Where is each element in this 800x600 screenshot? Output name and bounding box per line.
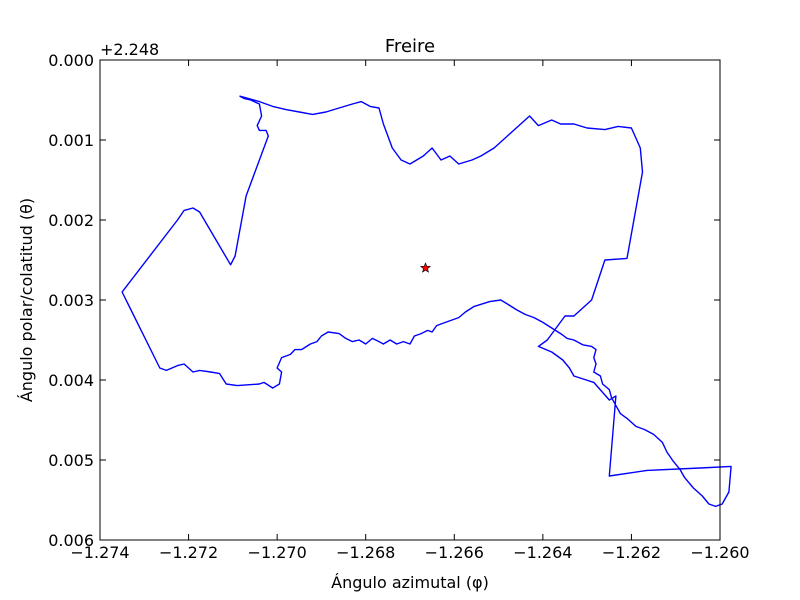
y-tick-label: 0.005 [48,451,94,470]
plot-area [121,95,732,508]
chart-title: Freire [385,36,435,57]
y-tick-label: 0.003 [48,291,94,310]
x-tick-label: −1.260 [690,543,749,562]
x-tick-label: −1.262 [602,543,661,562]
boundary-line-series [121,95,732,508]
centroid-star-marker [419,262,432,273]
y-tick-label: 0.000 [48,51,94,70]
y-tick-label: 0.004 [48,371,94,390]
x-tick-label: −1.264 [513,543,572,562]
x-tick-label: −1.268 [336,543,395,562]
y-tick-label: 0.001 [48,131,94,150]
x-tick-label: −1.272 [159,543,218,562]
x-tick-label: −1.274 [70,543,129,562]
y-tick-label: 0.002 [48,211,94,230]
y-axis: 0.000 0.001 0.002 0.003 0.004 0.005 0.006 [48,51,720,550]
x-tick-label: −1.266 [425,543,484,562]
y-tick-label: 0.006 [48,531,94,550]
x-tick-label: −1.270 [248,543,307,562]
y-axis-label: Ángulo polar/colatitud (θ) [17,198,36,402]
x-axis: −1.274 −1.272 −1.270 −1.268 −1.266 −1.264 −1.2… [70,60,750,562]
y-axis-offset-label: +2.248 [100,40,159,59]
x-axis-label: Ángulo azimutal (φ) [331,573,489,592]
